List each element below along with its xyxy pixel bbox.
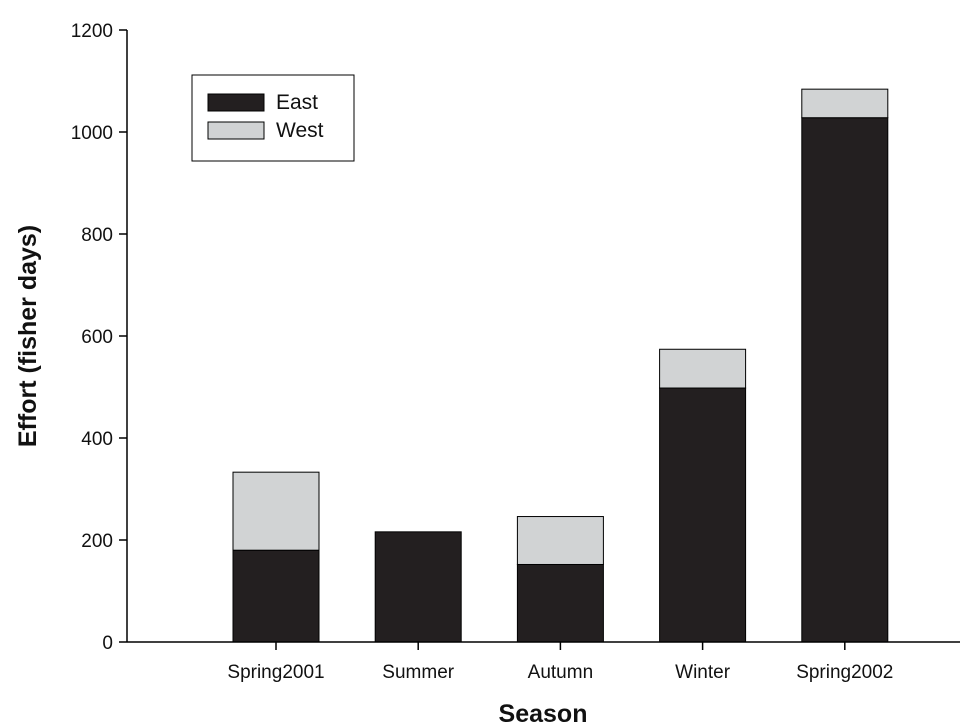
y-tick-label: 600 [81, 327, 113, 348]
x-tick-label: Winter [675, 662, 731, 683]
bar-east-spring2002 [801, 117, 889, 643]
y-tick-label: 200 [81, 531, 113, 552]
bar-west-autumn [516, 516, 604, 565]
legend-box [191, 74, 355, 162]
y-tick-label: 0 [102, 633, 113, 654]
legend-label-east: East [276, 91, 318, 114]
x-tick-label: Summer [382, 662, 454, 683]
x-axis-title: Season [499, 700, 588, 728]
y-tick-label: 1000 [71, 123, 113, 144]
bar-west-spring2002 [801, 88, 889, 119]
bar-east-spring2001 [232, 549, 320, 643]
bar-east-summer [374, 531, 462, 643]
legend-swatch-west [207, 121, 265, 140]
y-ticks-group: 0 200 400 600 800 1000 1200 [71, 21, 127, 654]
x-tick-label: Autumn [528, 662, 593, 683]
bar-west-winter [659, 348, 747, 389]
x-tick-label: Spring2001 [227, 662, 324, 683]
bar-east-autumn [516, 563, 604, 643]
legend-label-west: West [276, 119, 324, 142]
bar-east-winter [659, 387, 747, 643]
x-ticks-group: Spring2001 Summer Autumn Winter Spring2002 [227, 642, 893, 683]
bar-west-spring2001 [232, 471, 320, 551]
legend-swatch-east [207, 93, 265, 112]
legend: East West [191, 74, 355, 162]
x-tick-label: Spring2002 [796, 662, 893, 683]
y-tick-label: 1200 [71, 21, 113, 42]
y-tick-label: 800 [81, 225, 113, 246]
bars-group [232, 88, 889, 643]
y-axis-title: Effort (fisher days) [14, 225, 42, 447]
y-tick-label: 400 [81, 429, 113, 450]
